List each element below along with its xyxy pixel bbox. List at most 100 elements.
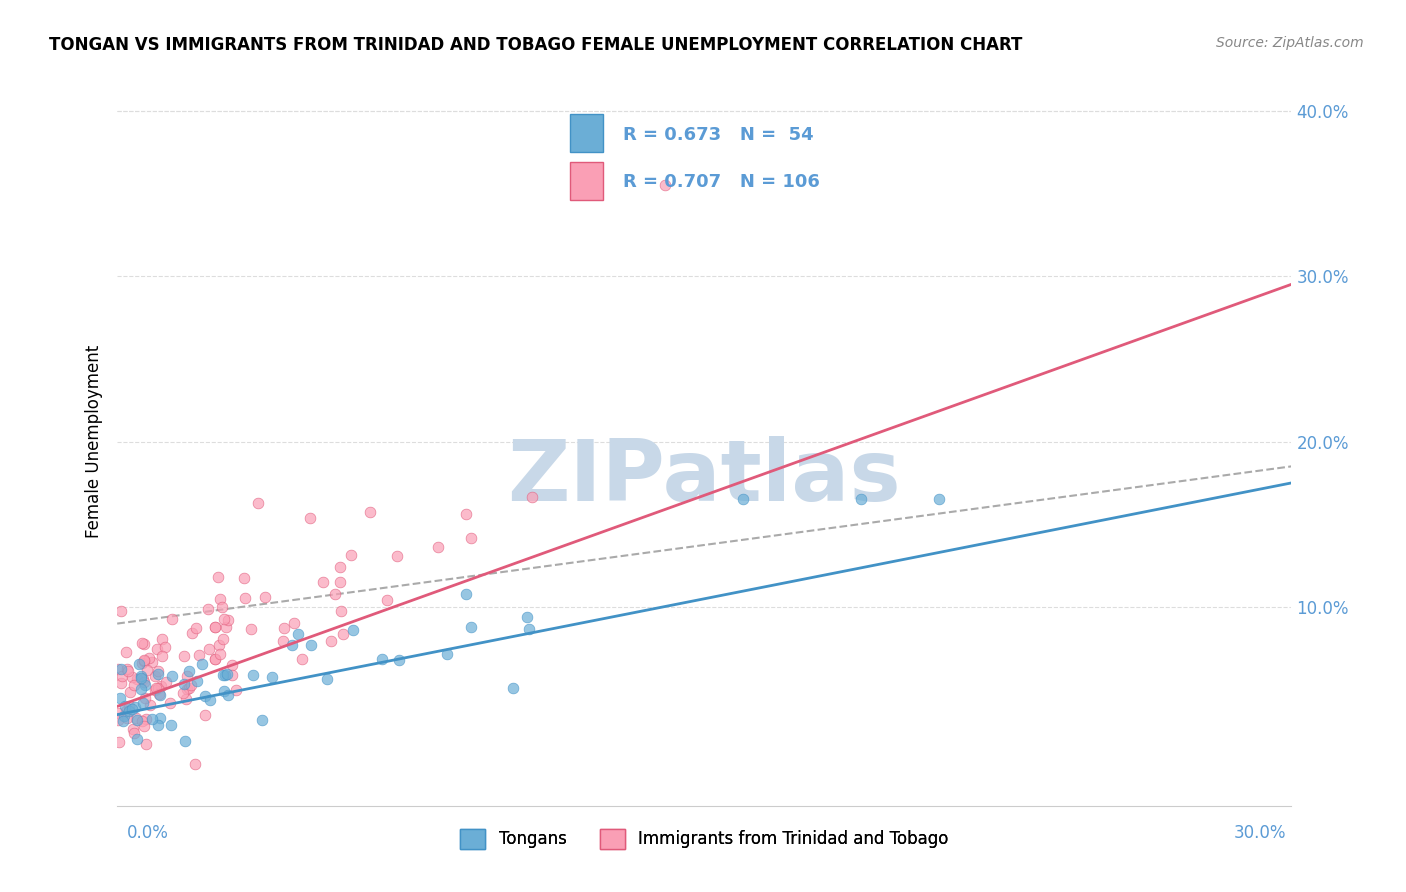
Point xyxy=(375,592,398,607)
Point xyxy=(204,652,226,666)
Point xyxy=(204,620,226,634)
Point xyxy=(108,690,131,705)
Point xyxy=(135,712,157,726)
Point xyxy=(110,676,132,690)
Point xyxy=(115,711,138,725)
Point xyxy=(273,634,295,648)
Point xyxy=(359,505,381,519)
Point xyxy=(141,712,163,726)
Point xyxy=(134,654,156,668)
Point xyxy=(176,681,198,696)
Point xyxy=(135,738,157,752)
Text: Source: ZipAtlas.com: Source: ZipAtlas.com xyxy=(1216,36,1364,50)
Point xyxy=(131,714,153,728)
Point xyxy=(110,662,132,676)
Point xyxy=(107,662,129,676)
Point xyxy=(114,698,136,713)
Point xyxy=(124,700,146,714)
Point xyxy=(928,492,950,507)
Point xyxy=(225,682,247,697)
Point xyxy=(121,669,143,683)
Point xyxy=(184,757,207,772)
Point xyxy=(131,657,153,671)
Point xyxy=(146,666,169,681)
Point xyxy=(121,701,143,715)
Point xyxy=(177,681,200,695)
Point xyxy=(173,677,195,691)
Point xyxy=(159,717,181,731)
Point xyxy=(211,599,233,614)
Point xyxy=(115,662,138,676)
Point xyxy=(342,623,364,637)
Point xyxy=(107,706,129,720)
Point xyxy=(254,590,277,604)
Point xyxy=(162,669,184,683)
Point xyxy=(121,722,143,736)
Point xyxy=(118,685,141,699)
Point xyxy=(180,678,202,692)
Point xyxy=(127,713,149,727)
Point xyxy=(125,710,148,724)
Point xyxy=(217,688,239,702)
Point xyxy=(299,511,322,525)
Point xyxy=(214,668,236,682)
Legend: Tongans, Immigrants from Trinidad and Tobago: Tongans, Immigrants from Trinidad and To… xyxy=(454,822,955,855)
Point xyxy=(150,679,173,693)
Point xyxy=(128,657,150,671)
Point xyxy=(388,652,411,666)
Point xyxy=(311,574,333,589)
Point xyxy=(330,604,353,618)
Point xyxy=(456,587,478,601)
Point xyxy=(174,691,197,706)
Point xyxy=(127,731,149,746)
Text: TONGAN VS IMMIGRANTS FROM TRINIDAD AND TOBAGO FEMALE UNEMPLOYMENT CORRELATION CH: TONGAN VS IMMIGRANTS FROM TRINIDAD AND T… xyxy=(49,36,1022,54)
Point xyxy=(172,686,194,700)
Point xyxy=(198,693,221,707)
Point xyxy=(139,698,162,713)
Point xyxy=(118,704,141,718)
Point xyxy=(456,507,478,521)
Point xyxy=(193,689,215,703)
Point xyxy=(427,540,450,554)
Point xyxy=(211,632,233,646)
Y-axis label: Female Unemployment: Female Unemployment xyxy=(86,345,103,538)
Point xyxy=(207,638,229,652)
Point xyxy=(117,664,139,678)
Point xyxy=(146,681,169,696)
Point xyxy=(136,664,159,678)
Point xyxy=(107,713,129,727)
Point xyxy=(146,664,169,678)
Point xyxy=(232,571,254,585)
Point xyxy=(138,650,160,665)
Point xyxy=(283,615,305,630)
Point xyxy=(129,671,152,685)
Point xyxy=(110,604,132,618)
Point xyxy=(214,684,236,698)
Point xyxy=(173,648,195,663)
Point xyxy=(146,642,169,657)
Point xyxy=(516,610,538,624)
Point xyxy=(143,682,166,697)
Point xyxy=(323,587,346,601)
Point xyxy=(186,621,208,635)
Point xyxy=(155,674,177,689)
Point xyxy=(150,648,173,663)
Point xyxy=(246,496,269,510)
Point xyxy=(115,705,138,719)
Point xyxy=(181,626,204,640)
Point xyxy=(329,560,352,574)
Point xyxy=(176,669,198,683)
Point xyxy=(299,638,322,652)
Point xyxy=(211,668,233,682)
Point xyxy=(460,531,482,545)
Point xyxy=(148,687,170,701)
Point xyxy=(502,681,524,695)
Point xyxy=(191,657,214,671)
Point xyxy=(319,634,342,648)
Point xyxy=(186,673,208,688)
Point xyxy=(114,645,136,659)
Point xyxy=(281,638,304,652)
Point xyxy=(149,688,172,702)
Point xyxy=(160,612,183,626)
Point xyxy=(197,602,219,616)
